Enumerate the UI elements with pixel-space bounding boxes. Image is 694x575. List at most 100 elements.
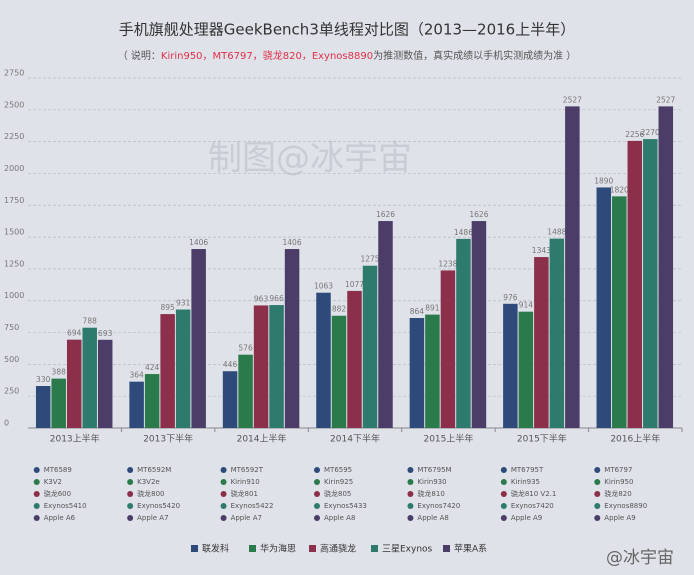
chip-name: 骁龙810 V2.1 bbox=[511, 489, 557, 498]
value-label: 2527 bbox=[563, 95, 582, 104]
value-label: 2256 bbox=[625, 130, 644, 139]
chip-dot bbox=[127, 479, 134, 485]
value-label: 1626 bbox=[376, 210, 395, 219]
bar bbox=[471, 221, 487, 428]
value-label: 576 bbox=[238, 344, 253, 353]
chip-dot bbox=[500, 467, 507, 473]
chip-name: Exynos7420 bbox=[511, 502, 554, 510]
chip-name: Kirin925 bbox=[324, 478, 353, 486]
bar bbox=[191, 249, 206, 428]
bar bbox=[596, 187, 612, 428]
value-label: 693 bbox=[98, 329, 113, 338]
bar bbox=[518, 311, 534, 428]
value-label: 424 bbox=[145, 363, 160, 372]
value-label: 931 bbox=[176, 299, 191, 308]
credit: @冰宇宙 bbox=[606, 548, 674, 568]
chip-name: Exynos5420 bbox=[137, 502, 180, 510]
bar bbox=[66, 339, 82, 428]
legend-swatch bbox=[371, 545, 378, 552]
watermark: 制图@冰宇宙 bbox=[208, 139, 412, 179]
chip-name: 骁龙805 bbox=[324, 489, 351, 498]
value-label: 895 bbox=[160, 303, 175, 312]
chip-dot bbox=[500, 515, 507, 521]
chip-dot bbox=[127, 491, 134, 497]
legend-swatch bbox=[249, 545, 256, 552]
chip-dot bbox=[500, 491, 507, 497]
chip-dot bbox=[33, 503, 40, 509]
bar bbox=[331, 315, 347, 428]
legend-label: 高通骁龙 bbox=[320, 543, 356, 555]
bar bbox=[409, 318, 425, 428]
chart-subtitle: （ 说明：Kirin950，MT6797，骁龙820，Exynos8890为推测… bbox=[118, 49, 577, 62]
bar bbox=[347, 290, 362, 428]
chip-dot bbox=[407, 467, 414, 473]
value-label: 1238 bbox=[438, 259, 457, 268]
y-tick-label: 2000 bbox=[4, 164, 24, 173]
value-label: 1406 bbox=[189, 238, 208, 247]
value-label: 2270 bbox=[641, 128, 660, 137]
y-tick-label: 0 bbox=[4, 419, 9, 428]
y-tick-label: 1500 bbox=[4, 228, 24, 237]
value-label: 1406 bbox=[283, 238, 302, 247]
bar bbox=[658, 106, 674, 428]
bar bbox=[643, 139, 658, 428]
chip-name: MT6795M bbox=[417, 466, 451, 474]
chip-dot bbox=[314, 491, 320, 497]
chip-dot bbox=[33, 491, 40, 497]
chip-name: Apple A7 bbox=[231, 514, 262, 522]
value-label: 1063 bbox=[314, 282, 333, 291]
value-label: 1077 bbox=[345, 280, 364, 289]
chip-name: Kirin935 bbox=[511, 478, 540, 486]
y-tick-label: 250 bbox=[4, 387, 19, 396]
y-tick-label: 2750 bbox=[4, 69, 24, 78]
chart-title: 手机旗舰处理器GeekBench3单线程对比图（2013—2016上半年） bbox=[119, 21, 575, 39]
chip-name: Exynos5410 bbox=[44, 502, 87, 510]
subtitle-part: 为推测数值，真实成绩以手机实测成绩为准 ） bbox=[373, 49, 576, 62]
chip-name: MT6589 bbox=[44, 466, 72, 474]
y-tick-label: 1750 bbox=[4, 196, 24, 205]
chip-dot bbox=[594, 467, 601, 473]
chip-name: 骁龙800 bbox=[137, 489, 164, 498]
value-label: 330 bbox=[36, 375, 51, 384]
bar bbox=[627, 140, 643, 428]
chip-name: Apple A6 bbox=[44, 514, 76, 522]
chip-dot bbox=[314, 503, 320, 509]
chip-name: 骁龙810 bbox=[417, 489, 444, 498]
value-label: 1488 bbox=[547, 228, 566, 237]
chip-dot bbox=[314, 479, 320, 485]
chip-dot bbox=[220, 515, 227, 521]
x-tick-label: 2014上半年 bbox=[237, 433, 287, 445]
bar bbox=[222, 371, 238, 428]
legend-label: 三星Exynos bbox=[382, 544, 433, 555]
legend-label: 联发科 bbox=[202, 543, 229, 555]
chip-name: Kirin950 bbox=[604, 478, 633, 486]
x-tick-label: 2013下半年 bbox=[143, 433, 193, 445]
chip-dot bbox=[500, 503, 507, 509]
chip-name: Apple A9 bbox=[511, 514, 542, 522]
chip-name: MT6797 bbox=[604, 466, 632, 474]
bar bbox=[82, 327, 97, 428]
value-label: 2527 bbox=[656, 95, 675, 104]
bar bbox=[144, 374, 160, 428]
bar bbox=[425, 314, 440, 428]
chip-dot bbox=[314, 515, 320, 521]
y-tick-label: 1000 bbox=[4, 291, 24, 300]
chip-dot bbox=[220, 467, 227, 473]
chip-dot bbox=[594, 503, 601, 509]
bar bbox=[456, 238, 471, 428]
value-label: 1626 bbox=[469, 210, 488, 219]
value-label: 446 bbox=[223, 360, 238, 369]
chip-dot bbox=[314, 467, 320, 473]
bar bbox=[316, 292, 331, 428]
bar bbox=[97, 339, 113, 428]
x-tick-label: 2015上半年 bbox=[423, 433, 473, 445]
x-tick-label: 2014下半年 bbox=[330, 433, 380, 445]
chip-name: Exynos7420 bbox=[417, 502, 460, 510]
legend-swatch bbox=[443, 545, 450, 552]
chip-dot bbox=[407, 515, 414, 521]
chip-dot bbox=[594, 515, 601, 521]
chip-name: MT6592T bbox=[231, 466, 264, 474]
chip-dot bbox=[500, 479, 507, 485]
bar bbox=[284, 249, 300, 428]
